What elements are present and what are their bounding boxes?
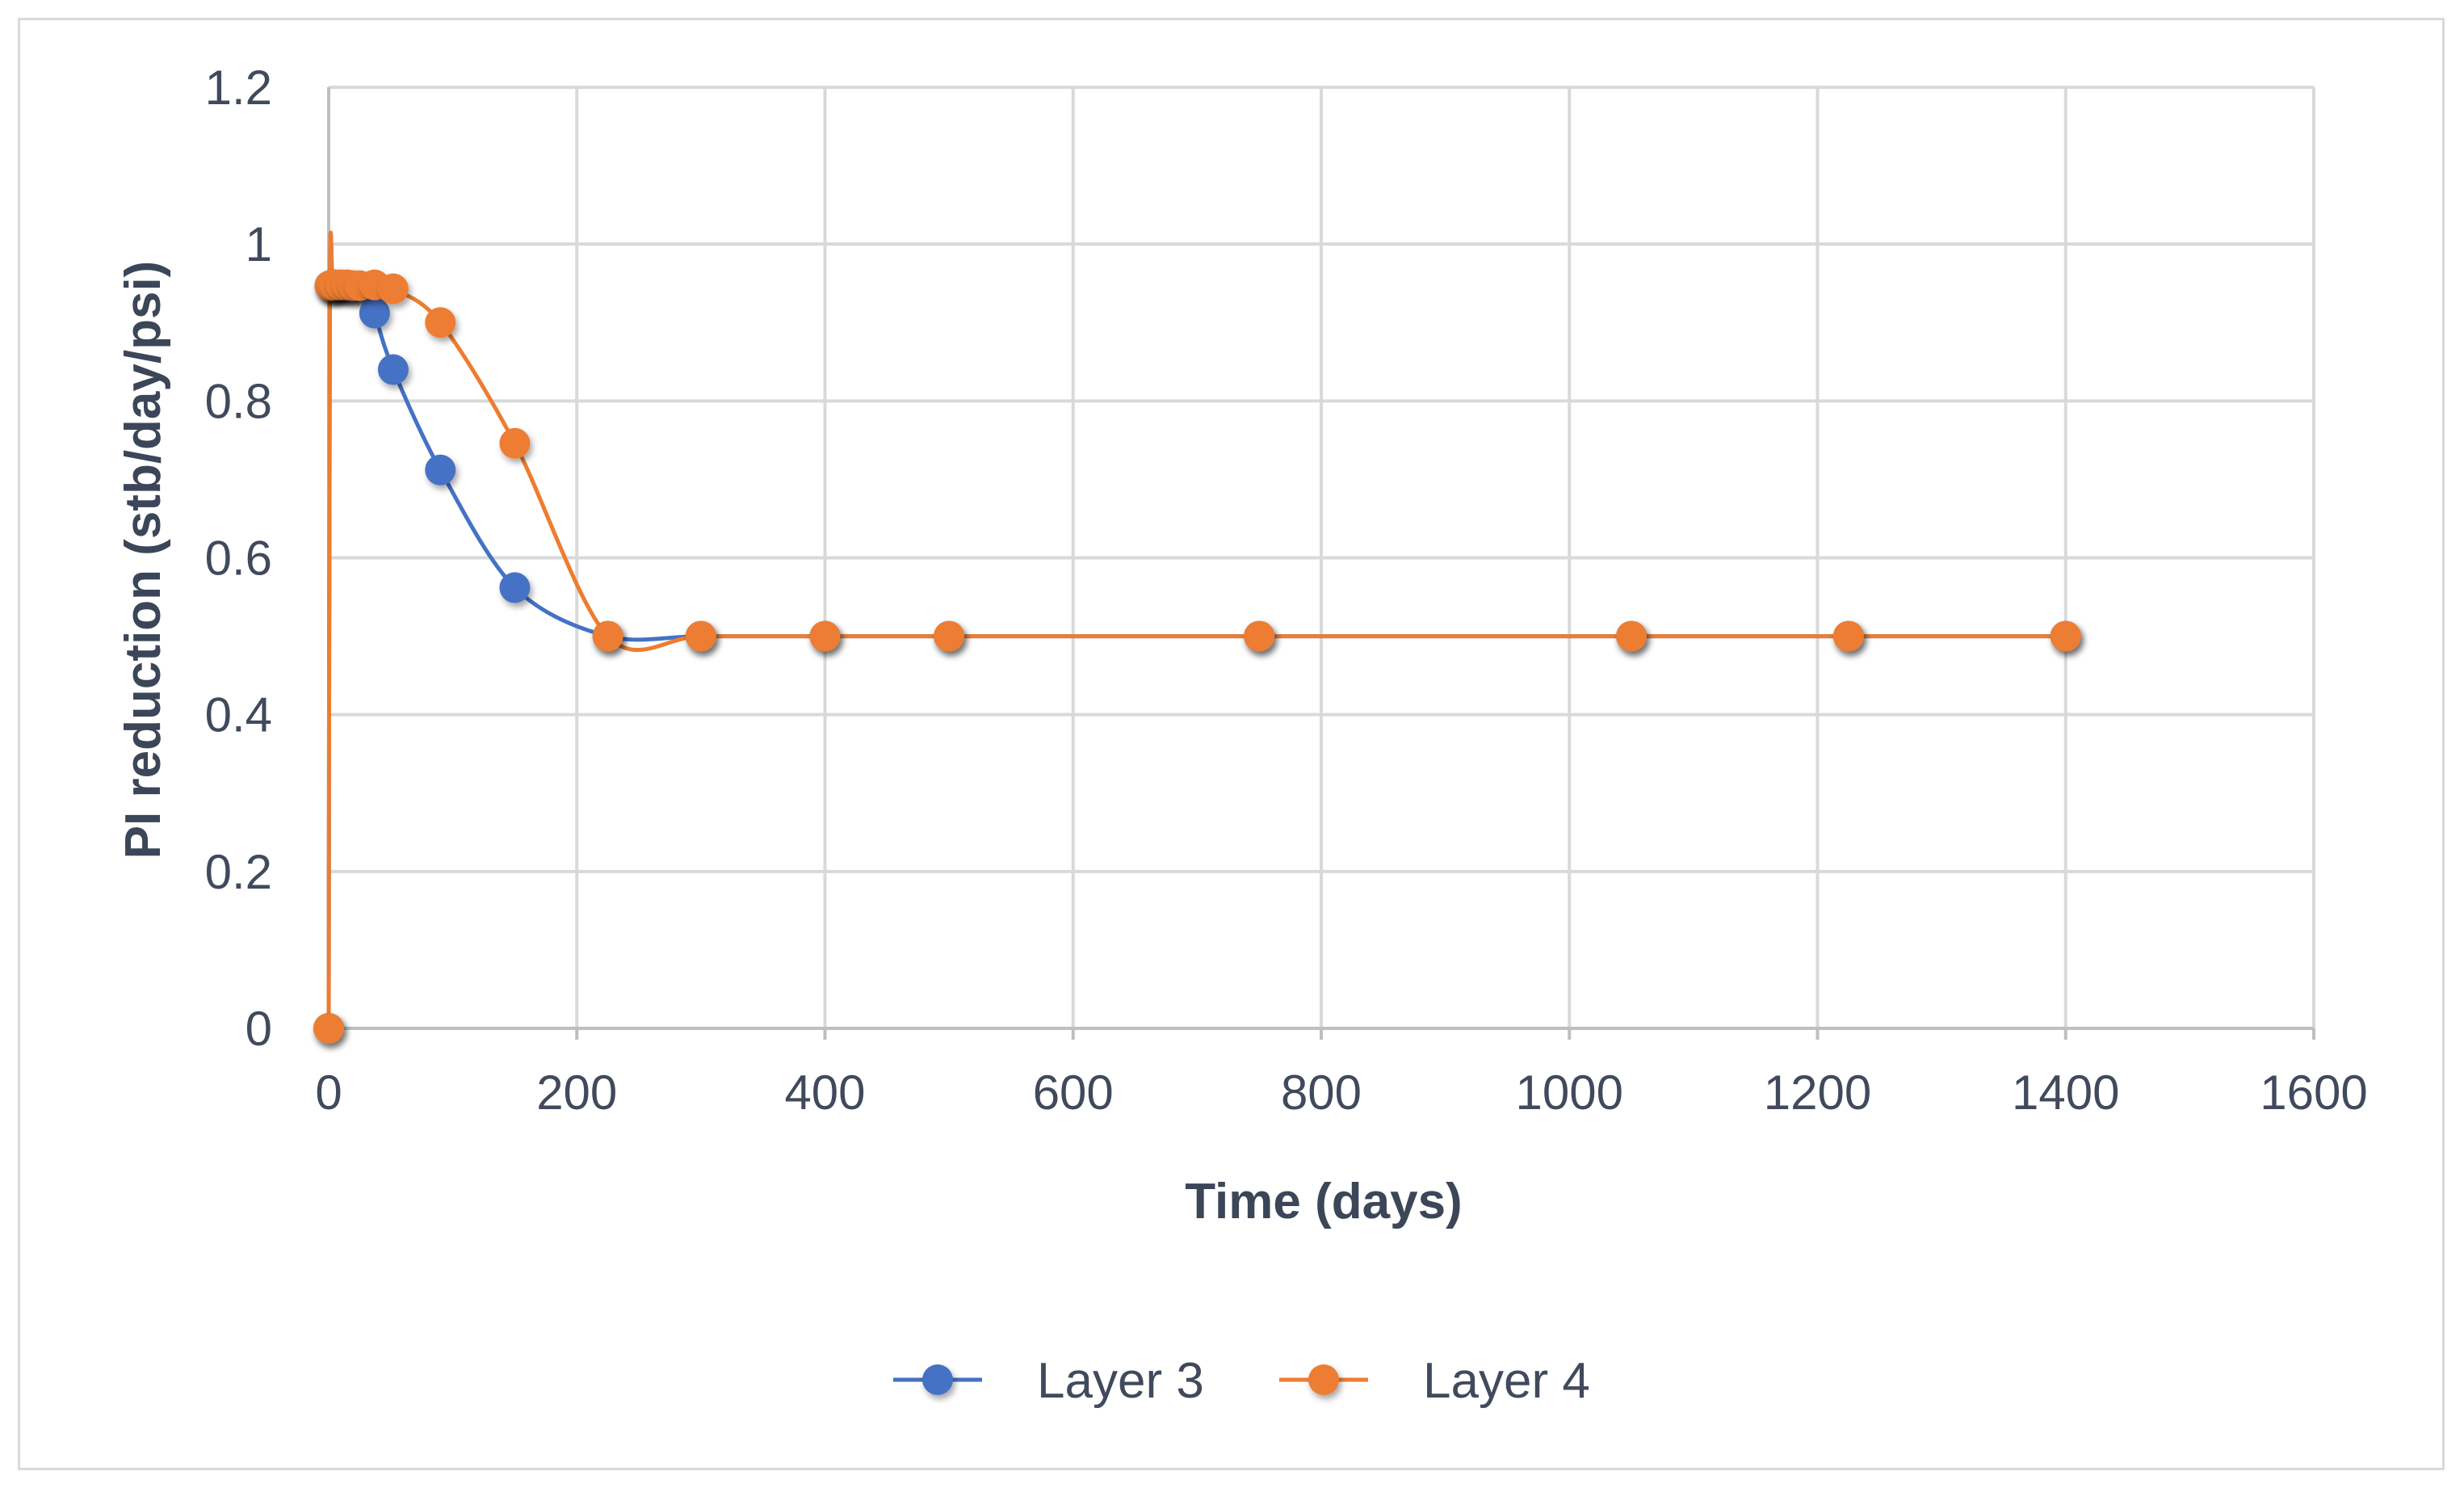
legend: Layer 3 Layer 4 (893, 1353, 1590, 1409)
y-axis-title: PI reduction (stb/day/psi) (115, 261, 171, 860)
data-point-layer-3 (499, 572, 531, 603)
y-tick-label: 0.8 (205, 374, 272, 428)
x-tick-label: 1200 (1764, 1066, 1871, 1120)
grid (329, 86, 2315, 1028)
legend-marker (922, 1364, 953, 1395)
y-tick-label: 0.2 (205, 845, 272, 899)
tick-labels: 0 0.2 0.4 0.6 0.8 1 1.2 0 200 400 600 800 1000 1200 14… (205, 61, 2368, 1120)
x-tick-label: 0 (315, 1066, 342, 1120)
data-point-layer-3 (359, 297, 390, 329)
data-point-layer-4 (1832, 620, 1864, 652)
y-tick-label: 0.6 (205, 532, 272, 586)
series-points (313, 269, 2081, 1044)
series-lines (326, 230, 2068, 1031)
series-line-layer-3 (326, 230, 2068, 1031)
legend-label: Layer 3 (1037, 1353, 1204, 1409)
data-point-layer-4 (313, 1013, 344, 1044)
x-tick-label: 400 (784, 1066, 865, 1120)
x-tick-label: 800 (1281, 1066, 1362, 1120)
y-tick-label: 1 (246, 217, 272, 271)
data-point-layer-3 (377, 354, 409, 385)
data-point-layer-4 (425, 307, 456, 338)
data-point-layer-4 (1616, 620, 1648, 652)
data-point-layer-4 (2050, 620, 2081, 652)
x-tick-label: 1400 (2012, 1066, 2119, 1120)
data-point-layer-4 (934, 620, 965, 652)
data-point-layer-4 (1244, 620, 1275, 652)
data-point-layer-3 (425, 454, 456, 485)
x-tick-label: 200 (536, 1066, 617, 1120)
y-tick-label: 0 (246, 1002, 272, 1056)
x-tick-label: 600 (1033, 1066, 1114, 1120)
data-point-layer-4 (499, 427, 531, 459)
y-tick-label: 0.4 (205, 688, 272, 742)
y-tick-label: 1.2 (205, 61, 272, 115)
data-point-layer-4 (809, 620, 841, 652)
data-point-layer-4 (377, 273, 409, 305)
data-point-layer-4 (592, 620, 623, 652)
data-point-layer-4 (685, 620, 716, 652)
x-tick-label: 1000 (1516, 1066, 1623, 1120)
x-tick-label: 1600 (2260, 1066, 2367, 1120)
x-axis-title: Time (days) (1185, 1174, 1462, 1229)
legend-marker (1308, 1364, 1339, 1395)
legend-label: Layer 4 (1423, 1353, 1590, 1409)
chart-frame (18, 18, 2445, 1470)
